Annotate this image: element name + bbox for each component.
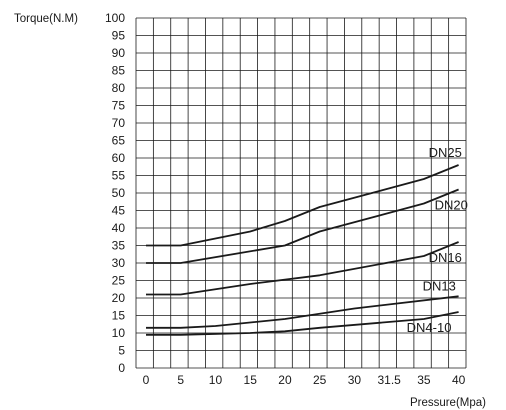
series-labels: DN25 DN20 DN16 DN13 DN4-10 (407, 145, 468, 335)
y-tick-label: 0 (118, 361, 125, 375)
y-tick-label: 60 (112, 151, 126, 165)
y-axis-ticks: 0 5 10 15 20 25 30 35 40 45 50 55 60 65 70 75 80 85 90 95 10… (105, 11, 125, 375)
x-tick-label: 10 (209, 373, 223, 387)
y-tick-label: 100 (105, 11, 125, 25)
y-tick-label: 35 (112, 239, 126, 253)
y-tick-label: 55 (112, 169, 126, 183)
x-tick-label: 15 (244, 373, 258, 387)
y-tick-label: 70 (112, 116, 126, 130)
y-tick-label: 75 (112, 99, 126, 113)
x-tick-label: 35 (417, 373, 431, 387)
y-tick-label: 10 (112, 326, 126, 340)
y-tick-label: 85 (112, 64, 126, 78)
series-line-dn25 (146, 164, 459, 247)
x-tick-label: 40 (452, 373, 466, 387)
x-tick-label: 5 (177, 373, 184, 387)
y-tick-label: 80 (112, 81, 126, 95)
y-tick-label: 40 (112, 221, 126, 235)
y-tick-label: 65 (112, 134, 126, 148)
series-line-dn20 (146, 188, 459, 264)
y-axis-title: Torque(N.M) (14, 13, 78, 25)
series-label-dn13: DN13 (423, 278, 456, 293)
series-label-dn4-10: DN4-10 (407, 320, 452, 335)
x-tick-label: 0 (143, 373, 150, 387)
x-tick-label: 20 (278, 373, 292, 387)
y-tick-label: 30 (112, 256, 126, 270)
x-axis-ticks: 0 5 10 15 20 25 30 31.5 35 40 (143, 373, 466, 387)
series-line-dn16 (146, 241, 459, 296)
y-tick-label: 15 (112, 309, 126, 323)
y-tick-label: 95 (112, 29, 126, 43)
y-tick-label: 50 (112, 186, 126, 200)
y-tick-label: 25 (112, 274, 126, 288)
y-tick-label: 45 (112, 204, 126, 218)
x-tick-label: 31.5 (377, 373, 401, 387)
x-axis-title: Pressure(Mpa) (410, 397, 486, 409)
series-lines (146, 164, 459, 336)
series-line-dn4-10 (146, 311, 459, 336)
y-tick-label: 5 (118, 344, 125, 358)
x-tick-label: 25 (313, 373, 327, 387)
x-tick-label: 30 (348, 373, 362, 387)
series-label-dn25: DN25 (429, 145, 462, 160)
series-label-dn20: DN20 (435, 198, 468, 213)
series-line-dn13 (146, 295, 459, 329)
grid (135, 17, 467, 369)
y-tick-label: 20 (112, 291, 126, 305)
series-label-dn16: DN16 (429, 250, 462, 265)
y-tick-label: 90 (112, 46, 126, 60)
